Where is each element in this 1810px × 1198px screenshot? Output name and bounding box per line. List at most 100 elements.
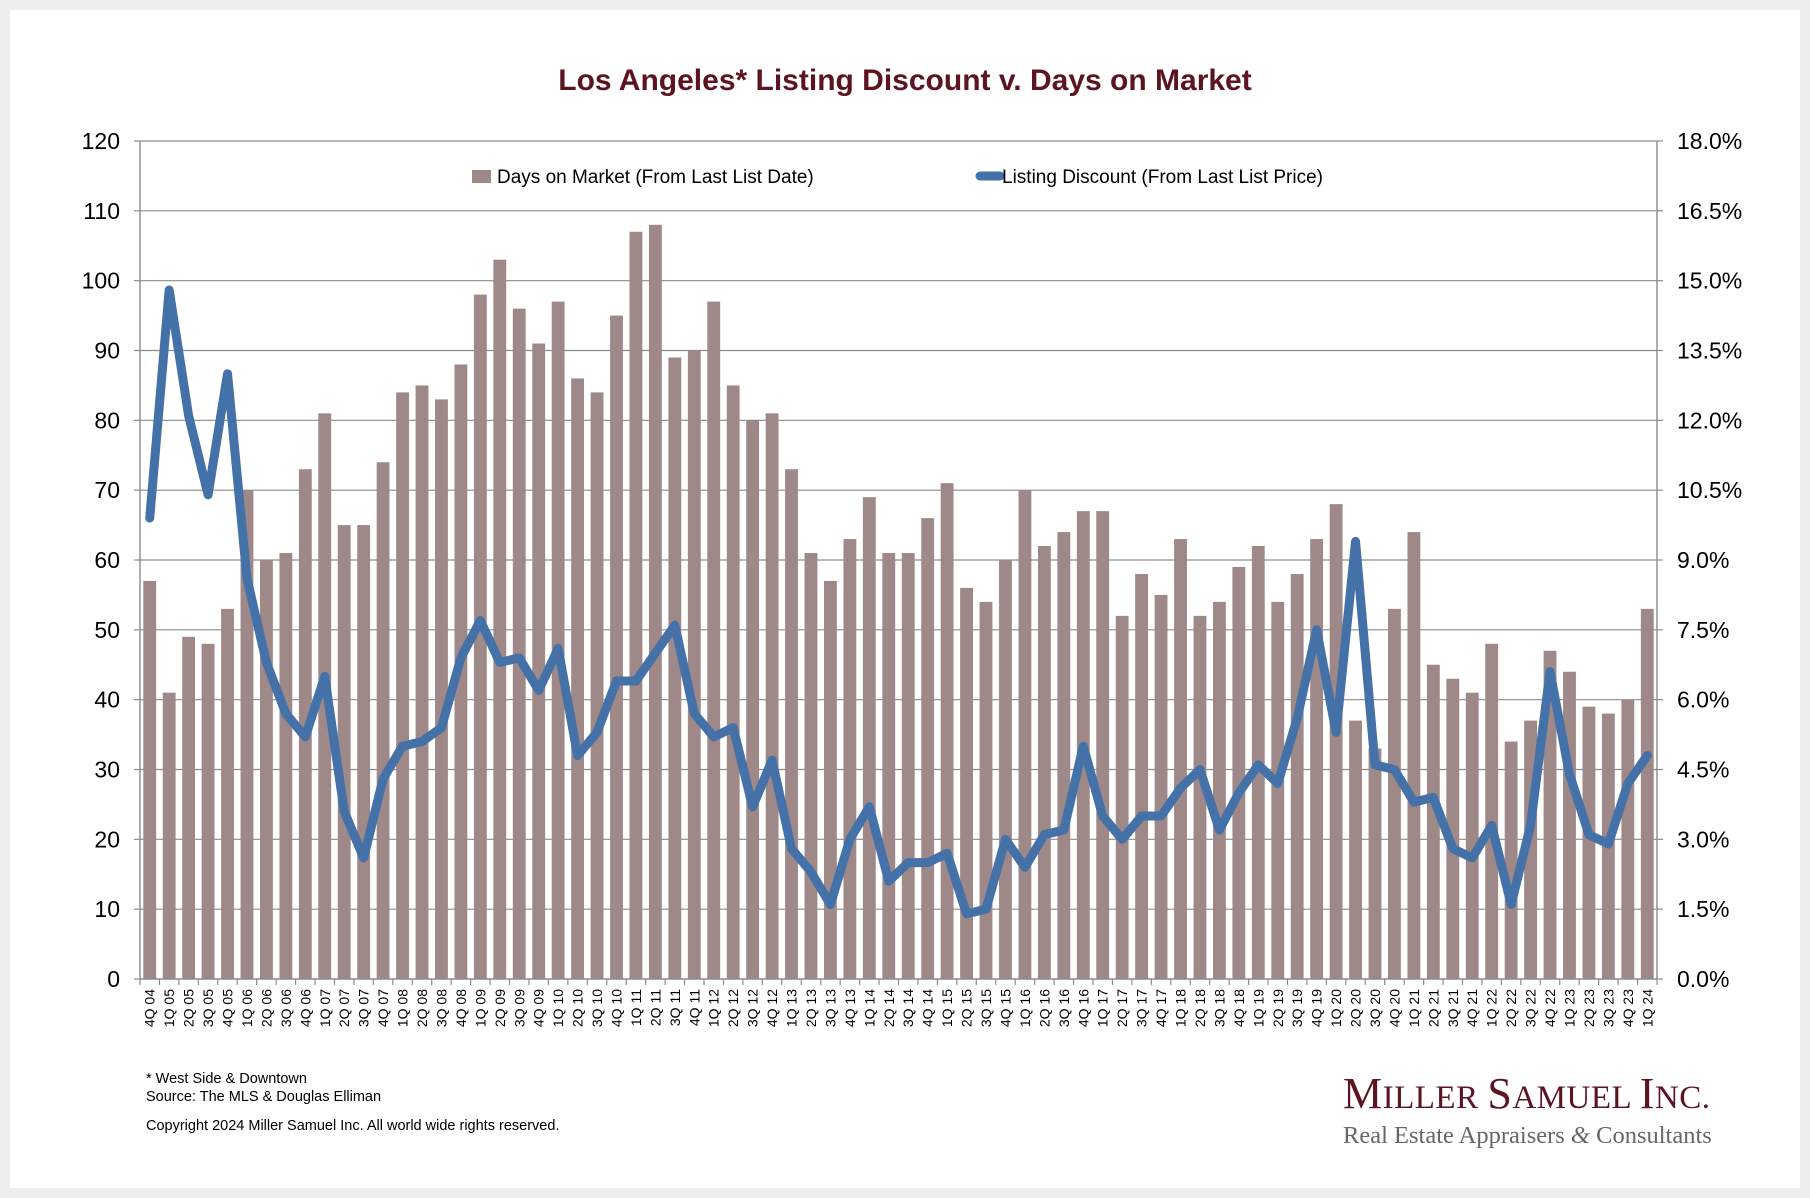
bar-4q-05 (221, 608, 234, 979)
line-point-3q-08 (440, 727, 442, 729)
logo-letter: S (1487, 1069, 1513, 1118)
line-point-2q-18 (1199, 769, 1201, 770)
x-axis-label: 3Q 08 (433, 989, 449, 1027)
logo-letter: I (1639, 1069, 1655, 1118)
line-point-1q-11 (635, 680, 637, 682)
right-axis-tick-labels: 0.0% 1.5% 3.0% 4.5% 6.0% 7.5% 9.0% 10.5% 12.0% 13… (1677, 128, 1742, 992)
left-axis-label: 80 (94, 407, 120, 433)
right-axis-label: 18.0% (1677, 128, 1742, 154)
bar-3q-09 (512, 308, 526, 980)
bar-2q-13 (804, 553, 818, 979)
x-axis-label: 1Q 17 (1095, 989, 1111, 1027)
x-axis-label: 3Q 15 (978, 989, 994, 1027)
left-axis-label: 20 (94, 826, 120, 852)
bar-1q-24 (1640, 608, 1654, 979)
line-point-2q-12 (732, 727, 734, 729)
x-axis-label: 2Q 20 (1348, 989, 1364, 1027)
bar-2q-18 (1193, 615, 1207, 979)
bar-2q-17 (1115, 615, 1129, 979)
x-axis-label: 4Q 14 (920, 989, 936, 1027)
x-axis-label: 1Q 11 (628, 989, 644, 1026)
line-point-4q-12 (771, 759, 773, 761)
x-axis-label: 1Q 20 (1328, 989, 1344, 1027)
bar-3q-06 (279, 553, 293, 979)
listing-discount-line (145, 285, 1652, 919)
line-point-4q-13 (849, 838, 851, 840)
x-axis-label: 1Q 24 (1639, 989, 1655, 1027)
line-point-2q-10 (577, 755, 579, 757)
bar-2q-16 (1037, 546, 1051, 979)
bar-1q-18 (1174, 539, 1187, 979)
x-axis-label: 1Q 21 (1406, 989, 1422, 1027)
x-axis-label: 3Q 10 (589, 989, 605, 1027)
bar-4q-10 (610, 315, 623, 980)
x-axis-label: 3Q 13 (822, 989, 838, 1027)
line-point-1q-12 (713, 736, 715, 738)
x-axis-label: 1Q 23 (1561, 989, 1577, 1027)
line-point-4q-18 (1238, 792, 1240, 794)
right-axis-label: 10.5% (1677, 477, 1742, 503)
left-axis-tick-labels: 0 10 20 30 40 50 60 70 80 90 100 110 120 (82, 128, 120, 992)
x-axis-label: 3Q 07 (356, 989, 372, 1027)
line-point-2q-19 (1277, 782, 1279, 784)
right-axis-label: 0.0% (1677, 966, 1729, 992)
x-axis-label: 2Q 08 (414, 989, 430, 1027)
x-axis-label: 1Q 08 (395, 989, 411, 1027)
line-point-1q-08 (402, 745, 404, 747)
chart-title: Los Angeles* Listing Discount v. Days on… (558, 64, 1252, 97)
x-axis-label: 4Q 05 (220, 989, 236, 1027)
x-axis-label: 4Q 16 (1075, 989, 1091, 1027)
bar-2q-20 (1349, 720, 1362, 979)
bar-1q-06 (240, 490, 254, 979)
right-axis-label: 1.5% (1677, 896, 1729, 922)
line-point-2q-22 (1510, 904, 1512, 906)
bar-3q-19 (1290, 573, 1304, 979)
bar-3q-16 (1057, 532, 1071, 979)
line-point-4q-16 (1082, 745, 1084, 747)
x-axis-label: 1Q 10 (550, 989, 566, 1027)
x-axis-label: 1Q 12 (706, 989, 722, 1027)
x-axis-label: 2Q 14 (881, 989, 897, 1027)
line-point-3q-21 (1452, 848, 1454, 850)
bar-3q-21 (1446, 678, 1460, 979)
line-point-2q-21 (1432, 796, 1434, 798)
x-axis-label: 2Q 19 (1270, 989, 1286, 1027)
x-axis-label: 4Q 06 (297, 989, 313, 1027)
line-point-1q-16 (1024, 866, 1026, 868)
bar-1q-22 (1485, 643, 1499, 979)
bar-4q-13 (843, 539, 857, 979)
line-point-4q-21 (1471, 857, 1473, 859)
bar-2q-08 (415, 385, 429, 979)
line-point-2q-09 (499, 661, 501, 663)
x-axis-label: 4Q 23 (1620, 989, 1636, 1027)
line-point-4q-08 (460, 657, 462, 659)
x-axis-label: 2Q 16 (1036, 989, 1052, 1027)
company-logo-name: MILLER SAMUEL INC. (1343, 1068, 1710, 1119)
line-point-1q-18 (1180, 787, 1182, 789)
line-point-3q-20 (1374, 764, 1376, 766)
bar-2q-05 (182, 636, 196, 979)
x-axis-label: 2Q 09 (492, 989, 508, 1027)
line-point-2q-20 (1355, 540, 1357, 542)
left-axis-label: 30 (94, 757, 120, 783)
x-axis-label: 2Q 07 (336, 989, 352, 1027)
left-axis-label: 120 (82, 128, 120, 154)
bar-4q-21 (1465, 692, 1479, 979)
bar-2q-06 (260, 560, 273, 979)
left-axis-label: 10 (94, 896, 120, 922)
x-axis-label: 1Q 05 (161, 989, 177, 1027)
x-axis-label: 3Q 09 (511, 989, 527, 1027)
line-series-listing-discount (145, 285, 1652, 919)
bar-1q-10 (551, 301, 565, 979)
footnote: * West Side & Downtown (146, 1071, 307, 1087)
line-point-4q-22 (1549, 671, 1551, 673)
bar-1q-14 (862, 497, 876, 979)
logo-smallcaps: NC. (1654, 1080, 1711, 1116)
bar-2q-23 (1582, 706, 1596, 979)
left-axis-label: 70 (94, 477, 120, 503)
right-axis-label: 7.5% (1677, 617, 1729, 643)
bar-2q-14 (882, 553, 896, 979)
x-axis-label: 1Q 07 (317, 989, 333, 1027)
bar-1q-23 (1563, 671, 1576, 979)
